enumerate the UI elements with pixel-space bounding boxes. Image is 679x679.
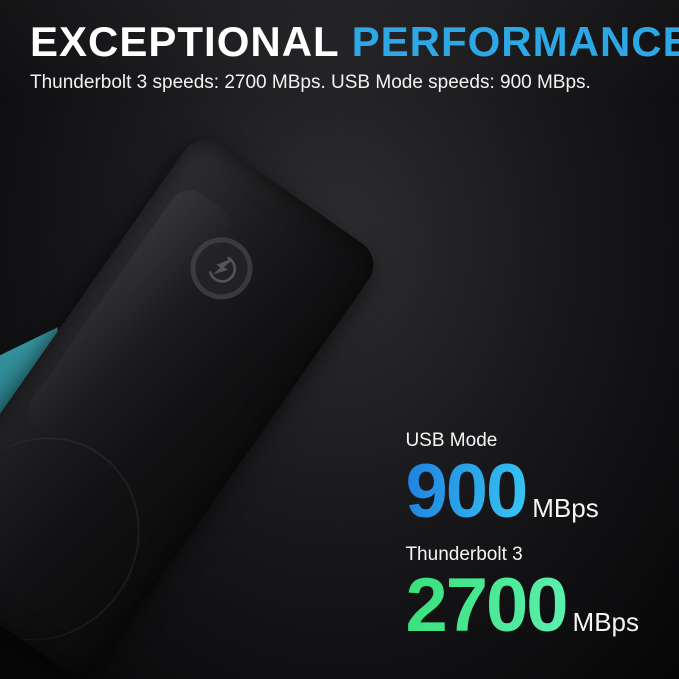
- thunderbolt-logo-icon: [178, 225, 264, 311]
- ssd-device-body: [0, 129, 383, 679]
- usb-mode-unit: MBps: [532, 493, 598, 524]
- device-graphic: [0, 95, 445, 679]
- usb-mode-value: 900: [405, 454, 526, 530]
- title-performance: PERFORMANCE: [352, 18, 679, 65]
- promo-banner: EXCEPTIONAL PERFORMANCE Thunderbolt 3 sp…: [0, 0, 679, 679]
- header-section: EXCEPTIONAL PERFORMANCE Thunderbolt 3 sp…: [30, 18, 659, 94]
- thunderbolt-value: 2700: [405, 568, 566, 644]
- device-surface-highlight: [0, 399, 179, 679]
- thunderbolt-stat: Thunderbolt 3 2700 MBps: [405, 544, 639, 644]
- main-title: EXCEPTIONAL PERFORMANCE: [30, 18, 659, 66]
- usb-mode-stat: USB Mode 900 MBps: [405, 430, 639, 530]
- title-exceptional: EXCEPTIONAL: [30, 18, 339, 65]
- thunderbolt-unit: MBps: [573, 607, 639, 638]
- subtitle-text: Thunderbolt 3 speeds: 2700 MBps. USB Mod…: [30, 72, 659, 94]
- speed-stats-section: USB Mode 900 MBps Thunderbolt 3 2700 MBp…: [405, 430, 639, 658]
